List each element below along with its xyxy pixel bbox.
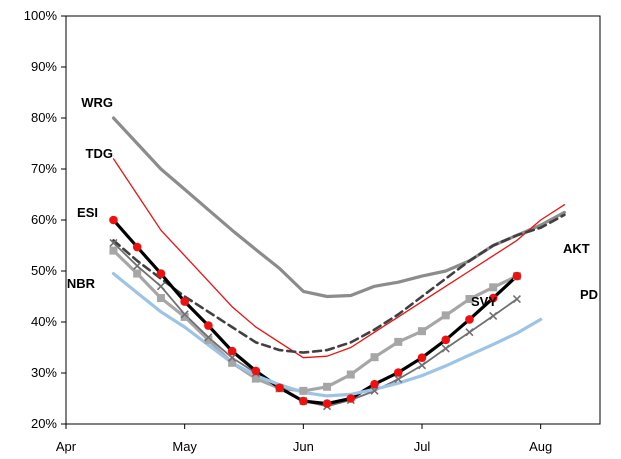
series-marker-svy	[465, 295, 474, 304]
series-lines	[111, 116, 566, 408]
series-marker-svy	[299, 386, 308, 395]
series-marker-esi	[180, 297, 189, 306]
series-marker-esi	[251, 366, 261, 376]
series-marker-esi	[346, 394, 356, 403]
series-marker-svy	[489, 283, 498, 292]
y-tick-label: 80%	[31, 110, 57, 125]
series-marker-esi	[417, 353, 427, 363]
series-marker-pd	[394, 375, 403, 384]
series-marker-svy	[228, 358, 237, 367]
series-marker-esi	[370, 379, 379, 389]
series-marker-esi	[156, 269, 166, 278]
series-marker-svy	[346, 370, 355, 379]
y-tick-label: 70%	[31, 161, 57, 176]
x-tick-label: Apr	[56, 439, 77, 454]
y-tick-label: 60%	[31, 212, 57, 227]
x-tick-label: Aug	[529, 439, 552, 454]
series-marker-pd	[465, 328, 474, 337]
series-marker-esi	[204, 321, 213, 330]
y-tick-label: 40%	[31, 314, 57, 329]
y-tick-label: 100%	[24, 8, 58, 23]
series-marker-pd	[417, 361, 427, 370]
series-marker-esi	[275, 383, 284, 393]
series-marker-pd	[489, 311, 498, 320]
series-labels: WRG TDG AKT SVY PD ESI NBR	[67, 95, 598, 309]
series-marker-svy	[394, 337, 403, 346]
x-tick-label: Jul	[414, 439, 431, 454]
series-marker-svy	[323, 382, 332, 391]
series-marker-esi	[465, 315, 474, 324]
series-marker-svy	[441, 311, 450, 320]
series-marker-svy	[109, 246, 118, 255]
series-label-nbr: NBR	[67, 276, 96, 291]
series-marker-pd	[228, 353, 237, 362]
series-label-svy: SVY	[471, 294, 497, 309]
series-marker-pd	[180, 310, 189, 319]
series-marker-pd	[204, 333, 213, 342]
series-label-pd: PD	[580, 287, 598, 302]
series-marker-esi	[227, 346, 237, 356]
series-marker-esi	[393, 368, 403, 377]
y-tick-label: 30%	[31, 365, 57, 380]
x-tick-label: Jun	[293, 439, 314, 454]
series-line-wrg	[111, 116, 566, 299]
series-marker-svy	[180, 312, 189, 321]
series-marker-esi	[132, 242, 142, 252]
axes: 20% 30% 40% 50% 60% 70% 80% 90% 100% Apr May Jun Jul…	[24, 8, 601, 454]
series-line-tdg	[112, 158, 566, 359]
series-marker-pd	[512, 294, 521, 304]
y-tick-label: 90%	[31, 59, 57, 74]
series-marker-svy	[204, 335, 213, 344]
series-marker-svy	[133, 269, 142, 278]
series-marker-esi	[488, 293, 498, 303]
series-marker-svy	[418, 327, 426, 336]
series-marker-pd	[109, 238, 118, 248]
series-marker-esi	[299, 396, 308, 406]
plot-frame	[65, 15, 601, 425]
series-label-esi: ESI	[77, 205, 98, 220]
series-marker-pd	[370, 386, 379, 395]
series-marker-pd	[441, 344, 450, 353]
x-tick-label: May	[172, 439, 197, 454]
series-label-akt: AKT	[563, 241, 590, 256]
series-marker-esi	[322, 399, 332, 408]
series-marker-esi	[441, 335, 451, 345]
y-tick-label: 20%	[31, 416, 57, 431]
y-tick-label: 50%	[31, 263, 57, 278]
series-line-akt	[112, 213, 566, 354]
series-line-nbr	[111, 272, 543, 398]
series-markers	[109, 215, 522, 411]
series-marker-svy	[251, 374, 260, 383]
series-marker-svy	[156, 294, 165, 303]
series-line-esi	[111, 218, 519, 406]
series-label-tdg: TDG	[86, 146, 113, 161]
series-marker-esi	[109, 215, 118, 225]
series-label-wrg: WRG	[81, 95, 113, 110]
series-marker-svy	[370, 353, 379, 362]
series-marker-pd	[133, 261, 142, 270]
series-marker-esi	[512, 271, 522, 281]
series-marker-pd	[156, 282, 165, 291]
